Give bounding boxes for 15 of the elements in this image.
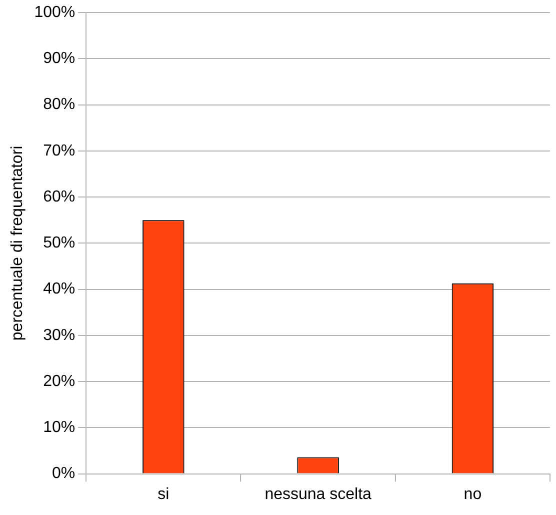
x-tick-label: nessuna scelta	[264, 486, 372, 503]
y-tick-label: 50%	[43, 234, 76, 252]
y-axis-title: percentuale di frequentatori	[9, 146, 26, 341]
y-tick-label: 0%	[52, 465, 76, 482]
y-tick-label: 100%	[34, 4, 76, 22]
y-tick-label: 20%	[43, 372, 76, 390]
x-tick-label: no	[464, 486, 482, 503]
y-tick-label: 90%	[43, 50, 76, 68]
y-tick-label: 60%	[43, 188, 76, 206]
y-tick-label: 40%	[43, 280, 76, 298]
y-tick-label: 80%	[43, 96, 76, 114]
x-tick-label: si	[158, 486, 170, 503]
y-tick-label: 70%	[43, 142, 76, 160]
y-tick-label: 30%	[43, 326, 76, 344]
y-tick-label: 10%	[43, 419, 76, 436]
